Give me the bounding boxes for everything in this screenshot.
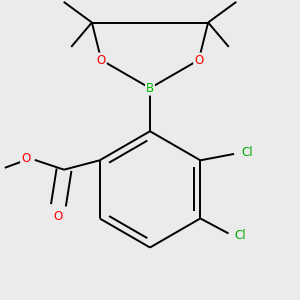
Text: O: O — [194, 53, 203, 67]
Text: O: O — [21, 152, 30, 165]
Text: O: O — [97, 53, 106, 67]
Text: Cl: Cl — [234, 229, 246, 242]
Text: Cl: Cl — [242, 146, 253, 159]
Text: O: O — [54, 210, 63, 223]
Text: B: B — [146, 82, 154, 94]
